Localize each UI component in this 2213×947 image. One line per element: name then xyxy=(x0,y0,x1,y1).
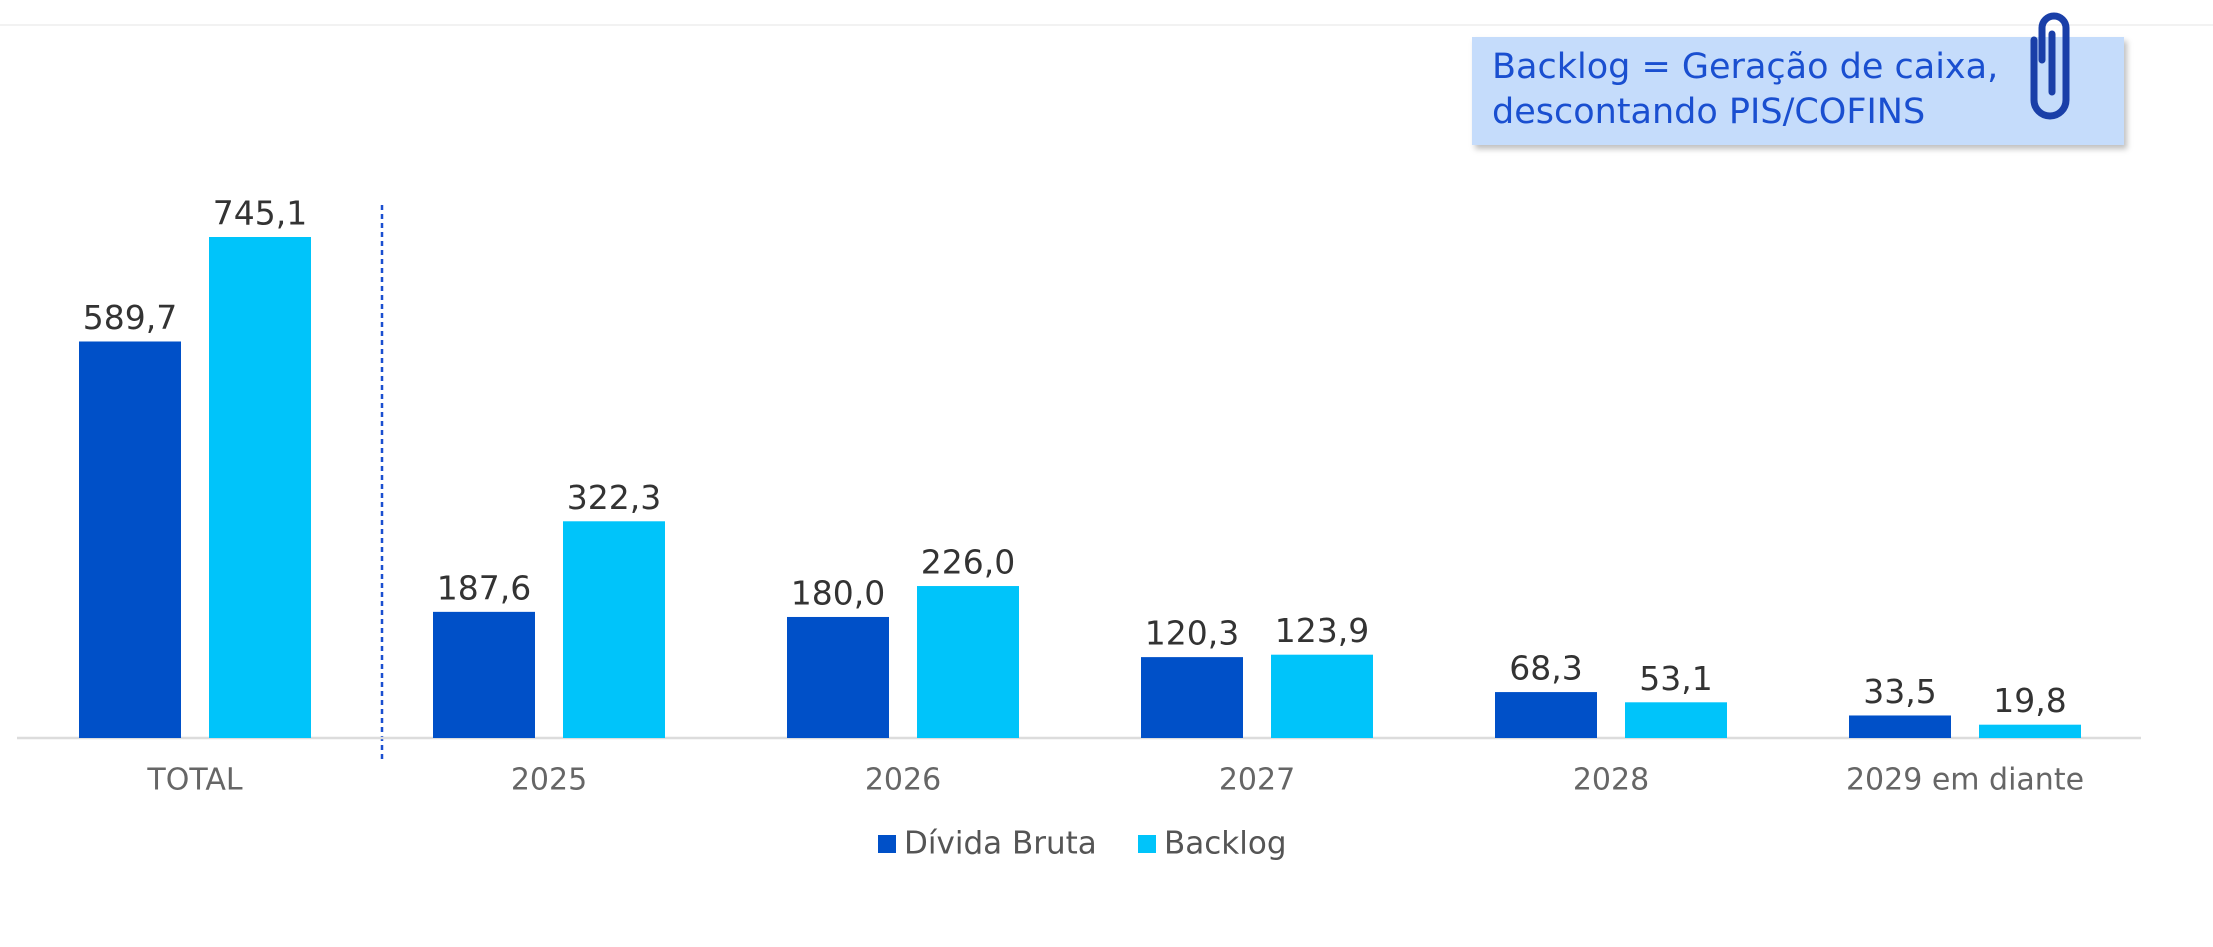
value-label: 180,0 xyxy=(791,573,885,612)
value-label: 53,1 xyxy=(1639,659,1712,698)
paperclip-icon xyxy=(2030,12,2070,120)
bar xyxy=(1495,692,1597,738)
bar xyxy=(917,586,1019,738)
bar xyxy=(1271,654,1373,738)
annotation-line: descontando PIS/COFINS xyxy=(1492,92,1925,132)
annotation-box xyxy=(1472,37,2124,145)
value-label: 322,3 xyxy=(567,478,661,517)
x-tick-label: TOTAL xyxy=(146,763,242,798)
x-tick-label: 2027 xyxy=(1219,763,1295,798)
value-label: 589,7 xyxy=(83,298,177,337)
bar xyxy=(787,616,889,738)
value-label: 187,6 xyxy=(437,568,531,607)
legend-label: Dívida Bruta xyxy=(904,826,1097,862)
bar xyxy=(1849,715,1951,738)
bar xyxy=(1625,702,1727,738)
bar xyxy=(209,237,311,738)
value-label: 226,0 xyxy=(921,543,1015,582)
value-label: 123,9 xyxy=(1275,611,1369,650)
legend-label: Backlog xyxy=(1164,826,1287,862)
value-label: 33,5 xyxy=(1863,672,1936,711)
x-tick-label: 2028 xyxy=(1573,763,1649,798)
x-tick-label: 2029 em diante xyxy=(1846,763,2084,798)
x-tick-label: 2026 xyxy=(865,763,941,798)
value-label: 68,3 xyxy=(1509,649,1582,688)
legend-swatch xyxy=(878,835,896,853)
value-label: 19,8 xyxy=(1993,681,2066,720)
bar xyxy=(79,341,181,738)
bar xyxy=(433,611,535,738)
bar xyxy=(563,521,665,738)
legend-swatch xyxy=(1138,835,1156,853)
value-label: 745,1 xyxy=(213,194,307,233)
annotation-line: Backlog = Geração de caixa, xyxy=(1492,47,1998,87)
bar xyxy=(1141,657,1243,738)
bar xyxy=(1979,724,2081,738)
x-tick-label: 2025 xyxy=(511,763,587,798)
value-label: 120,3 xyxy=(1145,614,1239,653)
